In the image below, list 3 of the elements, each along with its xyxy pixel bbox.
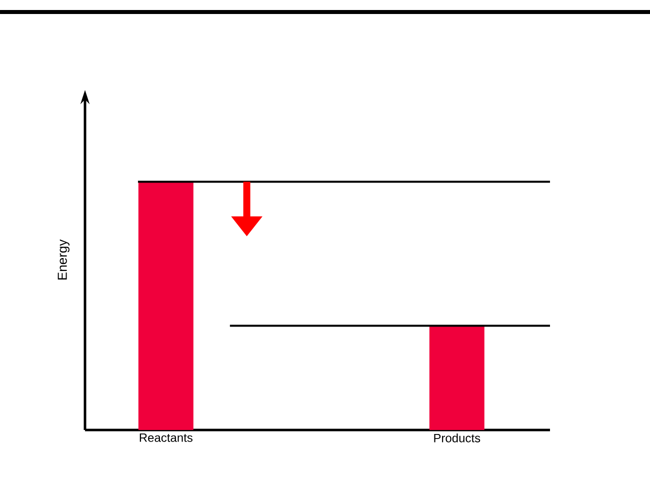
x-tick-label: Products	[434, 434, 480, 442]
y-axis-title: Energy	[58, 239, 70, 280]
x-tick-label: Reactants	[140, 434, 192, 442]
